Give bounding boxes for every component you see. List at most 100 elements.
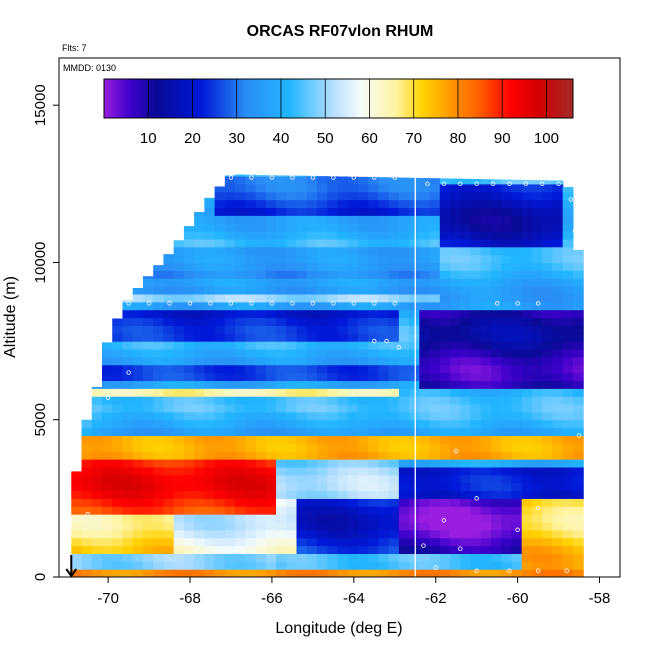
heatmap-cell: [552, 404, 564, 413]
sample-marker: [535, 505, 541, 510]
heatmap-cell: [214, 498, 226, 507]
heatmap-cell: [450, 341, 461, 350]
heatmap-cell: [112, 411, 124, 421]
heatmap-cell: [378, 553, 390, 562]
heatmap-cell: [296, 191, 308, 201]
heatmap-cell: [347, 561, 359, 570]
heatmap-cell: [132, 514, 144, 523]
heatmap-cell: [337, 270, 349, 279]
heatmap-cell: [183, 317, 195, 326]
heatmap-cell: [398, 380, 410, 389]
heatmap-cell: [142, 364, 154, 374]
heatmap-cell: [357, 223, 369, 232]
heatmap-cell: [562, 537, 574, 547]
heatmap-cell: [357, 411, 369, 421]
heatmap-cell: [470, 278, 482, 287]
heatmap-cell: [501, 443, 513, 452]
heatmap-cell: [224, 207, 236, 216]
heatmap-cell: [337, 537, 349, 547]
heatmap-cell: [163, 309, 175, 319]
heatmap-cell: [429, 270, 441, 279]
heatmap-cell: [173, 317, 185, 326]
heatmap-cell: [419, 411, 431, 421]
heatmap-cell: [132, 490, 144, 499]
arrow-marker-group: [65, 554, 78, 578]
heatmap-cell: [194, 474, 205, 484]
heatmap-cell: [255, 199, 267, 209]
heatmap-cell: [572, 396, 584, 405]
heatmap-cell: [71, 498, 83, 507]
heatmap-cell: [450, 215, 461, 224]
heatmap-cell: [112, 569, 124, 577]
heatmap-cell: [429, 207, 441, 216]
heatmap-cell: [122, 474, 134, 484]
heatmap-cell: [81, 529, 93, 539]
heatmap-cell: [163, 474, 175, 484]
heatmap-cell: [439, 191, 451, 201]
heatmap-cell: [214, 561, 226, 570]
heatmap-cell: [142, 482, 154, 492]
heatmap-cell: [501, 254, 513, 264]
heatmap-cell: [368, 223, 379, 232]
heatmap-cell: [511, 238, 523, 248]
heatmap-cell: [388, 317, 400, 326]
heatmap-cell: [91, 443, 103, 452]
heatmap-cell: [194, 348, 205, 358]
heatmap-cell: [132, 459, 144, 468]
heatmap-cell: [368, 262, 379, 271]
heatmap-cell: [347, 404, 359, 413]
heatmap-cell: [337, 223, 349, 232]
heatmap-cell: [419, 333, 431, 342]
heatmap-cell: [409, 348, 420, 358]
heatmap-cell: [296, 514, 308, 523]
heatmap-cell: [368, 286, 379, 295]
heatmap-cell: [470, 333, 482, 342]
heatmap-cell: [460, 207, 472, 216]
heatmap-cell: [265, 404, 277, 413]
heatmap-cell: [409, 356, 420, 366]
heatmap-cell: [450, 514, 461, 523]
heatmap-cell: [378, 372, 390, 382]
heatmap-cell: [521, 262, 533, 271]
heatmap-cell: [132, 545, 144, 555]
colorbar-tick-label: 100: [534, 130, 559, 147]
heatmap-cell: [255, 223, 267, 232]
heatmap-cell: [429, 293, 441, 303]
heatmap-cell: [122, 301, 134, 311]
heatmap-cell: [81, 506, 93, 515]
heatmap-cell: [327, 506, 339, 515]
heatmap-cell: [286, 490, 298, 499]
heatmap-cell: [112, 380, 124, 389]
heatmap-cell: [429, 317, 441, 326]
heatmap-cell: [91, 388, 103, 397]
heatmap-cell: [470, 223, 482, 232]
heatmap-cell: [409, 301, 420, 311]
heatmap-cell: [357, 293, 369, 303]
heatmap-cell: [450, 278, 461, 287]
heatmap-cell: [276, 561, 287, 570]
heatmap-cell: [409, 286, 420, 295]
heatmap-cell: [337, 176, 349, 185]
heatmap-cell: [276, 175, 287, 177]
heatmap-cell: [368, 309, 379, 319]
heatmap-cell: [429, 419, 441, 429]
heatmap-cell: [306, 506, 318, 515]
heatmap-cell: [132, 301, 144, 311]
heatmap-cell: [122, 348, 134, 358]
heatmap-cell: [327, 427, 339, 437]
heatmap-cell: [357, 545, 369, 555]
heatmap-cell: [562, 545, 574, 555]
heatmap-cell: [235, 482, 246, 492]
heatmap-cell: [562, 443, 574, 452]
heatmap-cell: [142, 498, 154, 507]
heatmap-cell: [542, 215, 554, 224]
heatmap-cell: [501, 553, 513, 562]
heatmap-cell: [296, 474, 308, 484]
heatmap-cell: [521, 427, 533, 437]
heatmap-cell: [388, 561, 400, 570]
heatmap-cell: [398, 553, 410, 562]
heatmap-cell: [460, 388, 472, 397]
heatmap-cell: [214, 270, 226, 279]
heatmap-cell: [491, 179, 502, 185]
heatmap-cell: [470, 191, 482, 201]
